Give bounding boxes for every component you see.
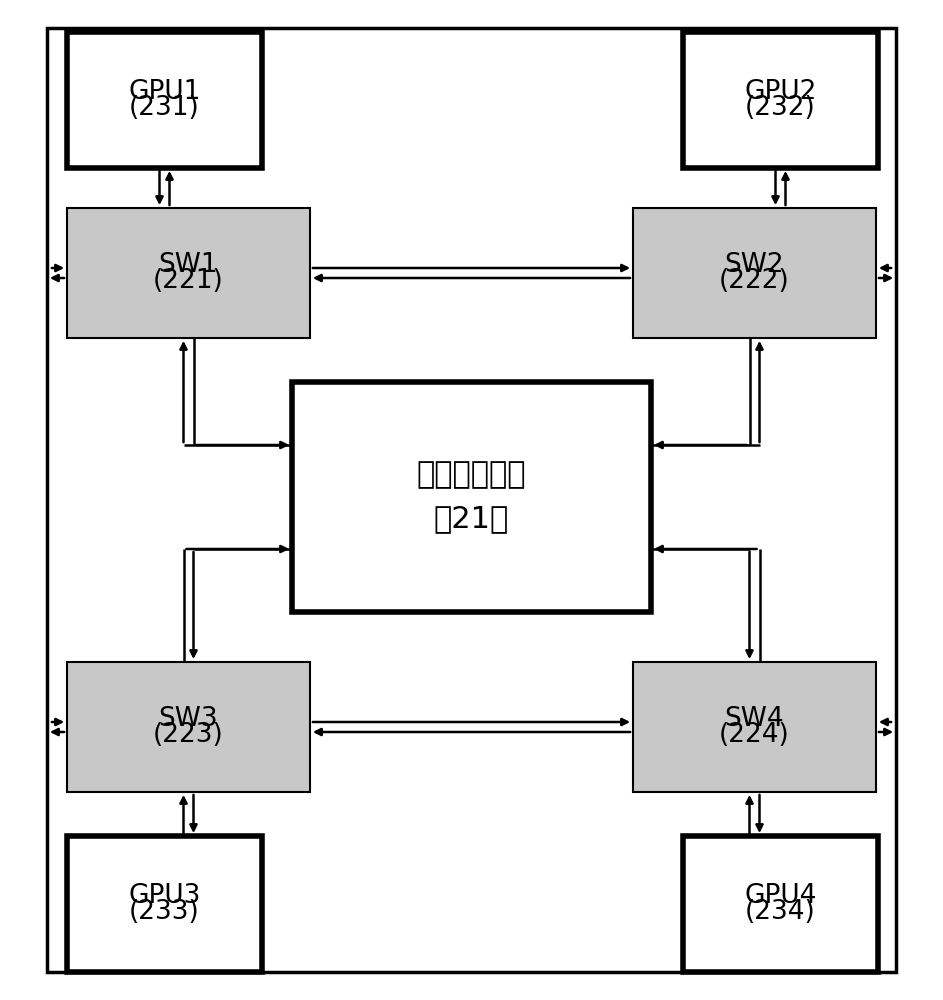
Bar <box>67 662 310 792</box>
Text: 中心控制节点: 中心控制节点 <box>417 460 526 489</box>
Text: （21）: （21） <box>434 504 509 534</box>
Bar <box>67 32 262 168</box>
Text: SW1: SW1 <box>158 252 219 278</box>
Text: (232): (232) <box>745 95 816 121</box>
Text: (223): (223) <box>153 722 223 748</box>
Bar <box>292 382 651 612</box>
Bar <box>633 662 876 792</box>
Text: (233): (233) <box>129 899 200 925</box>
Text: (221): (221) <box>153 268 223 294</box>
Text: GPU1: GPU1 <box>128 79 201 105</box>
Text: (234): (234) <box>745 899 816 925</box>
Text: GPU2: GPU2 <box>744 79 817 105</box>
Text: GPU3: GPU3 <box>128 883 201 909</box>
Text: (222): (222) <box>720 268 790 294</box>
Text: SW3: SW3 <box>158 706 219 732</box>
Bar <box>67 208 310 338</box>
Text: SW2: SW2 <box>724 252 785 278</box>
Bar <box>683 32 878 168</box>
Text: (231): (231) <box>129 95 200 121</box>
Bar <box>683 836 878 972</box>
Text: GPU4: GPU4 <box>744 883 817 909</box>
Bar <box>67 836 262 972</box>
Text: SW4: SW4 <box>724 706 785 732</box>
Text: (224): (224) <box>720 722 790 748</box>
Bar <box>633 208 876 338</box>
